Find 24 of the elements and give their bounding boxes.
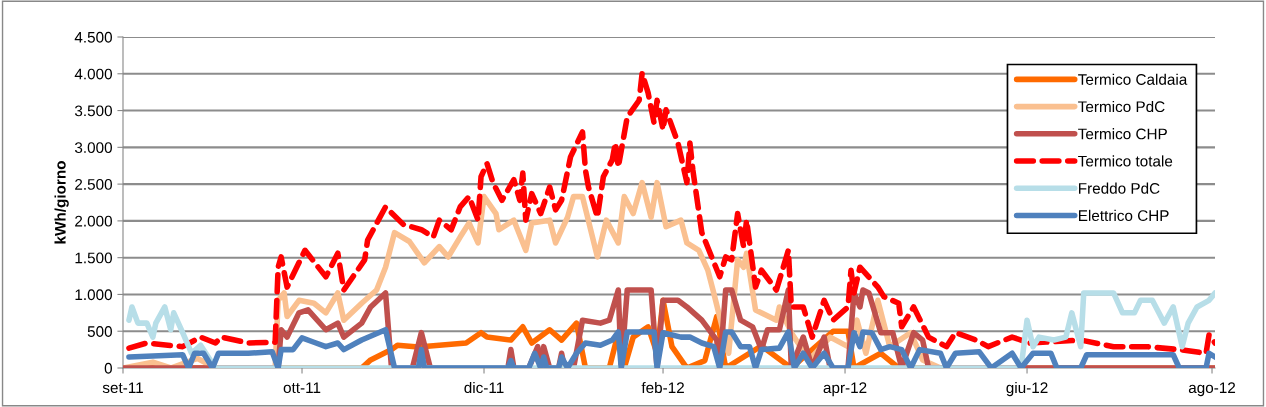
x-tick-label: set-11	[102, 382, 143, 394]
x-tick-label: giu-12	[1006, 381, 1048, 397]
legend-label: Freddo PdC	[1079, 182, 1160, 194]
y-tick-label: 2.000	[75, 215, 112, 227]
legend-label: Termico PdC	[1078, 100, 1165, 113]
x-tick-label: ott-11	[283, 382, 321, 394]
y-tick-label: 3.500	[74, 105, 112, 117]
y-tick-label: 0	[104, 362, 112, 374]
y-tick-label: 1.000	[75, 289, 112, 301]
x-tick-label: ago-12	[1188, 382, 1236, 397]
y-axis-title: kWh/giorno	[54, 161, 69, 244]
y-tick-label: 500	[87, 326, 112, 337]
y-tick-label: 1.500	[75, 252, 112, 264]
legend-label: Termico totale	[1078, 155, 1173, 167]
y-tick-label: 2.500	[75, 178, 112, 190]
y-tick-label: 4.000	[74, 68, 112, 80]
x-tick-label: feb-12	[641, 381, 684, 394]
x-tick-label: apr-12	[823, 382, 867, 397]
y-tick-label: 4.500	[74, 31, 112, 43]
x-tick-label: dic-11	[464, 381, 504, 394]
y-tick-label: 3.000	[74, 142, 112, 154]
legend-label: Elettrico CHP	[1079, 209, 1169, 222]
legend-label: Termico Caldaia	[1078, 73, 1188, 85]
legend-label: Termico CHP	[1078, 128, 1167, 140]
